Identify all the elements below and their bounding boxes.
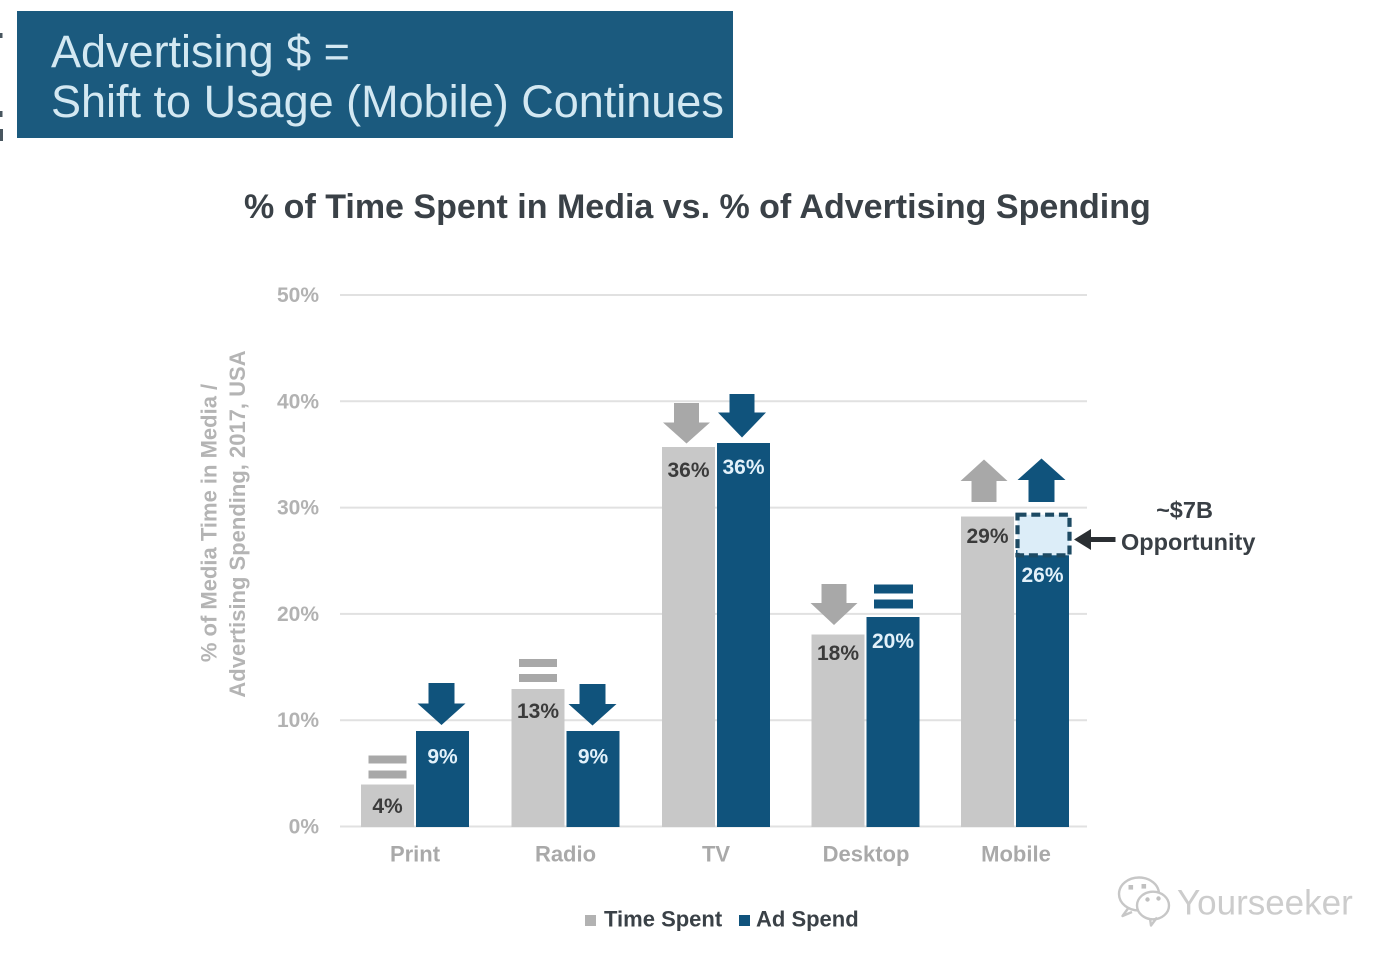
svg-text:Time Spent: Time Spent [604, 907, 723, 932]
svg-text:4%: 4% [372, 795, 403, 818]
svg-text:Advertising $ =: Advertising $ = [51, 26, 350, 77]
svg-text:50%: 50% [277, 284, 319, 307]
svg-text:26%: 26% [1021, 564, 1063, 587]
svg-text:20%: 20% [277, 603, 319, 626]
svg-text:9%: 9% [578, 746, 609, 769]
svg-text:29%: 29% [966, 525, 1008, 548]
svg-text:Ad Spend: Ad Spend [756, 907, 859, 932]
svg-text:18%: 18% [817, 642, 859, 665]
svg-text:Desktop: Desktop [823, 842, 910, 867]
svg-text:10%: 10% [277, 709, 319, 732]
svg-text:Mobile: Mobile [981, 842, 1051, 867]
svg-text:Print: Print [390, 842, 441, 867]
svg-text:Opportunity: Opportunity [1121, 529, 1255, 555]
svg-text:9%: 9% [427, 746, 458, 769]
svg-text:36%: 36% [667, 459, 709, 482]
svg-text:20%: 20% [872, 630, 914, 653]
svg-text:% of Media Time in Media /: % of Media Time in Media / [197, 384, 222, 662]
svg-text:Yourseeker: Yourseeker [1177, 884, 1353, 923]
svg-text:Radio: Radio [535, 842, 596, 867]
svg-text:~$7B: ~$7B [1156, 497, 1213, 523]
svg-text:13%: 13% [517, 700, 559, 723]
svg-text:30%: 30% [277, 497, 319, 520]
svg-text:0%: 0% [289, 816, 320, 839]
svg-text:Advertising Spending, 2017, US: Advertising Spending, 2017, USA [225, 350, 250, 697]
svg-text:36%: 36% [722, 456, 764, 479]
svg-text:% of Time Spent in Media vs. %: % of Time Spent in Media vs. % of Advert… [244, 188, 1151, 226]
svg-text:TV: TV [702, 842, 730, 867]
svg-text:Shift to Usage (Mobile) Contin: Shift to Usage (Mobile) Continues [51, 76, 724, 127]
svg-text:40%: 40% [277, 390, 319, 413]
